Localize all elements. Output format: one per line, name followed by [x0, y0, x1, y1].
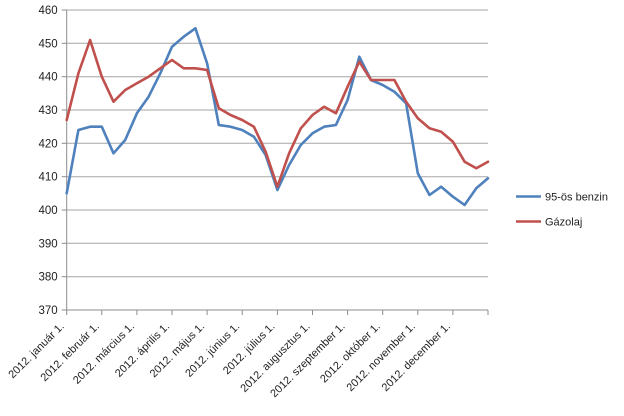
y-axis: 370 380 390 400 410 420 430 440 450 460 [39, 5, 68, 317]
y-tick-label: 440 [39, 72, 58, 84]
y-tick-label: 410 [39, 172, 58, 184]
y-tick-label: 400 [39, 205, 58, 217]
y-tick-label: 390 [39, 238, 58, 250]
x-tick-label: 2012. október 1. [318, 321, 383, 386]
legend-label-gazolaj: Gázolaj [545, 217, 582, 229]
x-tick-label: 2012. március 1. [71, 321, 137, 387]
x-tick-label: 2012. december 1. [380, 321, 453, 394]
y-tick-label: 370 [39, 305, 58, 317]
y-tick-label: 380 [39, 272, 58, 284]
legend-label-95-benzin: 95-ös benzin [545, 192, 608, 204]
series-lines [65, 26, 490, 207]
y-tick-label: 430 [39, 105, 58, 117]
series-line-95-os-benzin [65, 26, 490, 207]
legend: 95-ös benzin Gázolaj [516, 192, 608, 229]
y-tick-label: 460 [39, 5, 58, 17]
y-tick-label: 420 [39, 138, 58, 150]
x-axis: 2012. január 1.2012. február 1.2012. már… [6, 309, 489, 400]
gridlines [66, 9, 488, 311]
y-tick-label: 450 [39, 38, 58, 50]
series-line-gazolaj [65, 38, 490, 188]
